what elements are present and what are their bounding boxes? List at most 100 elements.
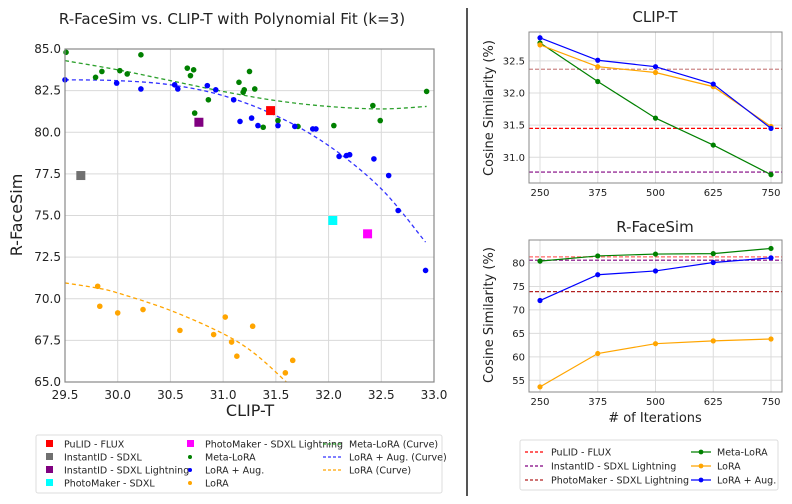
legend-label: InstantID - SDXL Lightning	[551, 462, 676, 473]
point-lora	[210, 331, 217, 338]
series-point-lora	[537, 384, 543, 390]
r-facesim-x-ticks: 250 375 500 625 750	[530, 397, 780, 408]
legend-label: PuLID - FLUX	[551, 448, 612, 459]
point-lora-aug	[385, 172, 392, 179]
legend-label: PhotoMaker - SDXL Lightning	[205, 440, 343, 451]
clip-t-y-axis-label: Cosine Similarity (%)	[482, 40, 497, 176]
scatter-chart: R-FaceSim vs. CLIP-T with Polynomial Fit…	[7, 10, 448, 494]
point-meta-lora	[260, 124, 267, 131]
x-tick-label: 31.0	[210, 388, 237, 402]
legend-swatch-dot-lora	[698, 463, 704, 469]
point-lora-aug	[248, 115, 255, 121]
scatter-chart-title: R-FaceSim vs. CLIP-T with Polynomial Fit…	[59, 10, 405, 28]
point-lora-aug	[138, 86, 144, 92]
r-facesim-line-chart: R-FaceSim 250 375 500 625 750 55 60 65 70 75 80 C…	[482, 218, 783, 491]
point-meta-lora	[251, 86, 258, 92]
point-lora-aug	[255, 122, 261, 129]
series-point-lora-aug	[537, 35, 543, 41]
point-lora-aug	[422, 267, 429, 274]
point-meta-lora	[246, 68, 253, 75]
baseline-marker-instantid-sdxl	[76, 171, 86, 181]
point-lora-aug	[371, 156, 377, 162]
point-meta-lora	[275, 117, 281, 124]
series-point-lora-aug	[710, 259, 716, 266]
scatter-x-ticks: 29.5 30.0 30.5 31.0 31.5 32.0 32.5 33.0	[52, 388, 448, 402]
y-tick-label: 75.0	[34, 209, 61, 223]
point-meta-lora	[63, 49, 69, 56]
point-lora-aug	[230, 96, 237, 103]
scatter-grid	[64, 48, 435, 383]
point-meta-lora	[184, 65, 191, 71]
series-point-meta-lora	[595, 253, 601, 259]
point-meta-lora	[331, 122, 337, 129]
x-tick-label: 33.0	[421, 388, 448, 402]
x-tick-label: 750	[761, 397, 780, 408]
y-tick-label: 31.0	[503, 153, 525, 164]
series-point-lora-aug	[537, 297, 543, 304]
y-tick-label: 70.0	[34, 292, 61, 306]
x-tick-label: 500	[646, 188, 665, 199]
point-lora-aug	[237, 118, 243, 125]
line-chart-legend: PuLID - FLUX InstantID - SDXL Lightning Ph…	[519, 439, 779, 491]
legend-label: LoRA + Aug.	[717, 476, 776, 487]
y-tick-label: 67.5	[34, 333, 61, 347]
legend-label: LoRA (Curve)	[349, 466, 411, 477]
legend-label: LoRA	[205, 479, 229, 490]
point-lora-aug	[212, 86, 219, 93]
x-tick-label: 30.5	[157, 388, 184, 402]
y-tick-label: 77.5	[34, 167, 61, 181]
series-point-meta-lora	[768, 245, 774, 252]
scatter-y-axis-label: R-FaceSim	[7, 174, 26, 257]
fit-curve-meta-lora-curve	[64, 60, 427, 110]
point-lora	[222, 314, 229, 320]
y-tick-label: 80.0	[34, 125, 61, 139]
point-lora-aug	[336, 153, 342, 160]
clip-t-line-chart: CLIP-T 250 375 500 625 750 31.031.532.032.5 …	[482, 8, 783, 199]
legend-label: InstantID - SDXL	[64, 453, 143, 464]
r-facesim-chart-title: R-FaceSim	[616, 218, 693, 236]
series-point-lora-aug	[595, 272, 601, 278]
clip-t-x-ticks: 250 375 500 625 750	[530, 188, 780, 199]
x-tick-label: 500	[646, 397, 665, 408]
point-lora	[140, 306, 146, 313]
legend-swatch-instantid-sdxl-lightning	[46, 466, 53, 473]
point-meta-lora	[240, 89, 246, 96]
legend-label: LoRA + Aug. (Curve)	[349, 453, 447, 464]
legend-swatch-lora	[188, 481, 192, 485]
series-point-lora	[595, 64, 601, 70]
legend-swatch-dot-lora-aug	[698, 477, 704, 483]
point-lora	[228, 339, 235, 345]
r-facesim-y-axis-label: Cosine Similarity (%)	[482, 247, 497, 383]
y-tick-label: 32.5	[503, 56, 525, 67]
legend-swatch-meta-lora	[188, 455, 192, 459]
point-lora	[96, 303, 103, 310]
x-tick-label: 625	[704, 397, 723, 408]
point-meta-lora	[191, 110, 198, 116]
y-tick-label: 80	[512, 258, 525, 269]
y-tick-label: 55	[512, 376, 525, 387]
baseline-marker-photomaker-sdxl	[328, 215, 338, 225]
point-lora	[177, 327, 183, 334]
legend-label: Meta-LoRA (Curve)	[349, 440, 438, 451]
point-lora-aug	[313, 126, 319, 132]
x-tick-label: 375	[588, 397, 607, 408]
legend-swatch-photomaker-sdxl	[46, 479, 53, 486]
scatter-fit-curves	[64, 60, 427, 383]
series-point-lora	[537, 42, 543, 48]
legend-label: InstantID - SDXL Lightning	[64, 466, 189, 477]
point-lora	[94, 283, 101, 290]
x-tick-label: 30.0	[104, 388, 131, 402]
y-tick-label: 85.0	[34, 42, 61, 56]
series-point-lora-aug	[652, 268, 659, 274]
series-point-lora-aug	[652, 64, 659, 70]
point-lora-aug	[204, 82, 211, 89]
y-tick-label: 72.5	[34, 250, 61, 264]
x-tick-label: 750	[761, 188, 780, 199]
point-lora-aug	[346, 151, 353, 158]
series-point-lora-aug	[768, 125, 774, 131]
legend-label: PhotoMaker - SDXL Lightning	[551, 476, 689, 487]
clip-t-series	[537, 35, 774, 178]
point-meta-lora	[99, 68, 105, 75]
baseline-marker-pulid-flux	[266, 106, 276, 116]
r-facesim-grid	[529, 240, 782, 392]
